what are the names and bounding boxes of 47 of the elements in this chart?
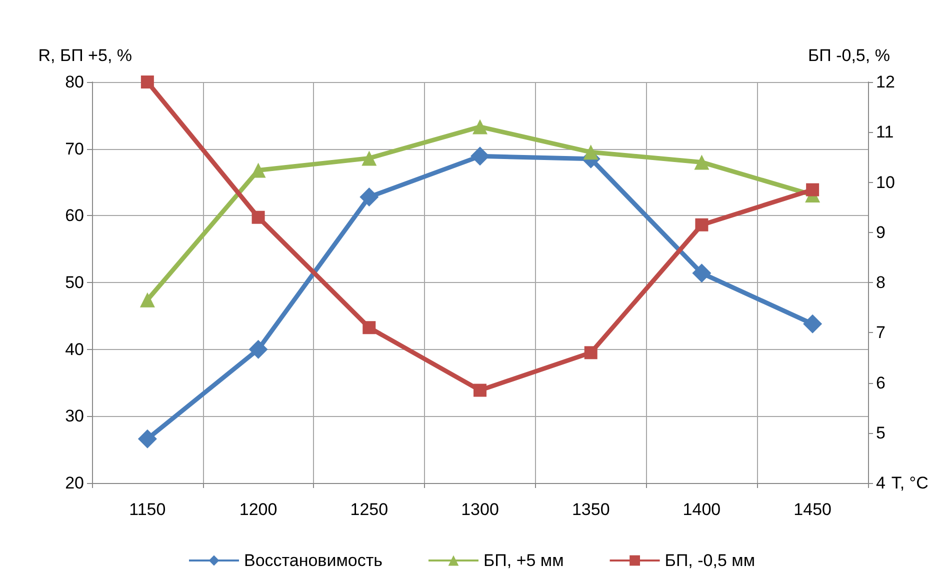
point (360, 187, 379, 206)
y2-tick-label: 7 (876, 323, 886, 342)
point (584, 346, 598, 360)
y2-tick-label: 6 (876, 373, 886, 392)
y2-tick-label: 4 (876, 474, 886, 492)
y2-tick-label: 8 (876, 273, 886, 292)
x-tick-label: 1350 (572, 500, 610, 519)
point (692, 264, 712, 283)
point (362, 150, 377, 166)
y2-tick-label: 12 (876, 72, 895, 92)
y-tick-label: 70 (65, 139, 84, 158)
point (695, 218, 708, 232)
legend-label: БП, -0,5 мм (664, 551, 756, 570)
y2-axis-title: БП -0,5, % (808, 46, 890, 65)
y2-tick-label: 11 (876, 122, 894, 142)
x-tick-label: 1300 (461, 500, 499, 519)
x-tick-label: 1450 (794, 500, 832, 519)
y-tick-label: 50 (65, 273, 84, 292)
x-tick-label: 1400 (682, 500, 721, 519)
y2-tick-label: 5 (876, 423, 886, 442)
legend-label: Восстановимость (244, 551, 383, 570)
y-tick-label: 40 (65, 340, 84, 359)
point (140, 292, 155, 308)
x-tick-label: 1150 (129, 500, 166, 519)
point (470, 146, 490, 166)
point (806, 183, 820, 196)
y-tick-label: 60 (65, 206, 84, 226)
point (248, 340, 268, 359)
legend-label: БП, +5 мм (483, 551, 564, 570)
point (694, 154, 710, 170)
point (472, 119, 488, 134)
point (803, 314, 822, 334)
x-axis-title: T, °C (891, 474, 928, 492)
point (583, 144, 598, 160)
point (362, 321, 376, 334)
y-tick-label: 20 (65, 474, 84, 492)
x-tick-label: 1250 (350, 500, 388, 519)
point (138, 429, 157, 448)
point (474, 384, 486, 397)
y-axis-title: R, БП +5, % (38, 46, 132, 65)
x-tick-label: 1200 (239, 500, 278, 519)
y-tick-label: 80 (65, 72, 84, 92)
point (252, 210, 265, 224)
y-tick-label: 30 (65, 406, 84, 426)
point (140, 76, 154, 88)
y2-tick-label: 9 (876, 222, 886, 242)
y2-tick-label: 10 (876, 172, 895, 192)
